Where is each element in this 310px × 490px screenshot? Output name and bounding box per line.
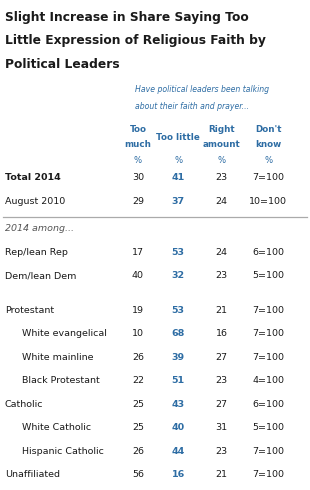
- Text: 23: 23: [215, 447, 228, 456]
- Text: 44: 44: [172, 447, 185, 456]
- Text: 2014 among...: 2014 among...: [5, 224, 74, 233]
- Text: 26: 26: [132, 447, 144, 456]
- Text: White Catholic: White Catholic: [22, 423, 91, 432]
- Text: 68: 68: [171, 329, 185, 338]
- Text: 24: 24: [216, 197, 228, 206]
- Text: 39: 39: [172, 353, 185, 362]
- Text: know: know: [255, 140, 281, 149]
- Text: 7=100: 7=100: [252, 329, 284, 338]
- Text: 10=100: 10=100: [249, 197, 287, 206]
- Text: Right: Right: [208, 125, 235, 134]
- Text: 37: 37: [172, 197, 185, 206]
- Text: Too little: Too little: [156, 133, 200, 142]
- Text: 29: 29: [132, 197, 144, 206]
- Text: much: much: [125, 140, 151, 149]
- Text: 41: 41: [172, 173, 185, 182]
- Text: 53: 53: [172, 248, 185, 257]
- Text: 22: 22: [132, 376, 144, 385]
- Text: Little Expression of Religious Faith by: Little Expression of Religious Faith by: [5, 34, 266, 48]
- Text: 25: 25: [132, 400, 144, 409]
- Text: 40: 40: [132, 271, 144, 280]
- Text: 32: 32: [172, 271, 185, 280]
- Text: 16: 16: [216, 329, 228, 338]
- Text: 19: 19: [132, 306, 144, 315]
- Text: 5=100: 5=100: [252, 423, 284, 432]
- Text: %: %: [174, 156, 182, 165]
- Text: Unaffiliated: Unaffiliated: [5, 470, 60, 479]
- Text: 40: 40: [172, 423, 185, 432]
- Text: 10: 10: [132, 329, 144, 338]
- Text: 27: 27: [216, 400, 228, 409]
- Text: 7=100: 7=100: [252, 353, 284, 362]
- Text: %: %: [264, 156, 272, 165]
- Text: Slight Increase in Share Saying Too: Slight Increase in Share Saying Too: [5, 11, 248, 24]
- Text: 27: 27: [216, 353, 228, 362]
- Text: 43: 43: [172, 400, 185, 409]
- Text: 4=100: 4=100: [252, 376, 284, 385]
- Text: 17: 17: [132, 248, 144, 257]
- Text: 25: 25: [132, 423, 144, 432]
- Text: Protestant: Protestant: [5, 306, 54, 315]
- Text: 51: 51: [172, 376, 185, 385]
- Text: 23: 23: [215, 271, 228, 280]
- Text: 7=100: 7=100: [252, 447, 284, 456]
- Text: Black Protestant: Black Protestant: [22, 376, 100, 385]
- Text: 6=100: 6=100: [252, 248, 284, 257]
- Text: 6=100: 6=100: [252, 400, 284, 409]
- Text: 5=100: 5=100: [252, 271, 284, 280]
- Text: Have political leaders been talking: Have political leaders been talking: [135, 85, 269, 94]
- Text: Don't: Don't: [255, 125, 281, 134]
- Text: %: %: [218, 156, 226, 165]
- Text: %: %: [134, 156, 142, 165]
- Text: 23: 23: [215, 376, 228, 385]
- Text: 21: 21: [216, 470, 228, 479]
- Text: White mainline: White mainline: [22, 353, 93, 362]
- Text: 53: 53: [172, 306, 185, 315]
- Text: Catholic: Catholic: [5, 400, 43, 409]
- Text: Hispanic Catholic: Hispanic Catholic: [22, 447, 104, 456]
- Text: Dem/lean Dem: Dem/lean Dem: [5, 271, 76, 280]
- Text: Rep/lean Rep: Rep/lean Rep: [5, 248, 68, 257]
- Text: White evangelical: White evangelical: [22, 329, 107, 338]
- Text: about their faith and prayer...: about their faith and prayer...: [135, 102, 249, 111]
- Text: 7=100: 7=100: [252, 306, 284, 315]
- Text: August 2010: August 2010: [5, 197, 65, 206]
- Text: 24: 24: [216, 248, 228, 257]
- Text: 23: 23: [215, 173, 228, 182]
- Text: Total 2014: Total 2014: [5, 173, 60, 182]
- Text: 7=100: 7=100: [252, 470, 284, 479]
- Text: 30: 30: [132, 173, 144, 182]
- Text: 16: 16: [172, 470, 185, 479]
- Text: 31: 31: [215, 423, 228, 432]
- Text: 7=100: 7=100: [252, 173, 284, 182]
- Text: Political Leaders: Political Leaders: [5, 58, 119, 71]
- Text: amount: amount: [203, 140, 241, 149]
- Text: 56: 56: [132, 470, 144, 479]
- Text: 21: 21: [216, 306, 228, 315]
- Text: 26: 26: [132, 353, 144, 362]
- Text: Too: Too: [130, 125, 146, 134]
